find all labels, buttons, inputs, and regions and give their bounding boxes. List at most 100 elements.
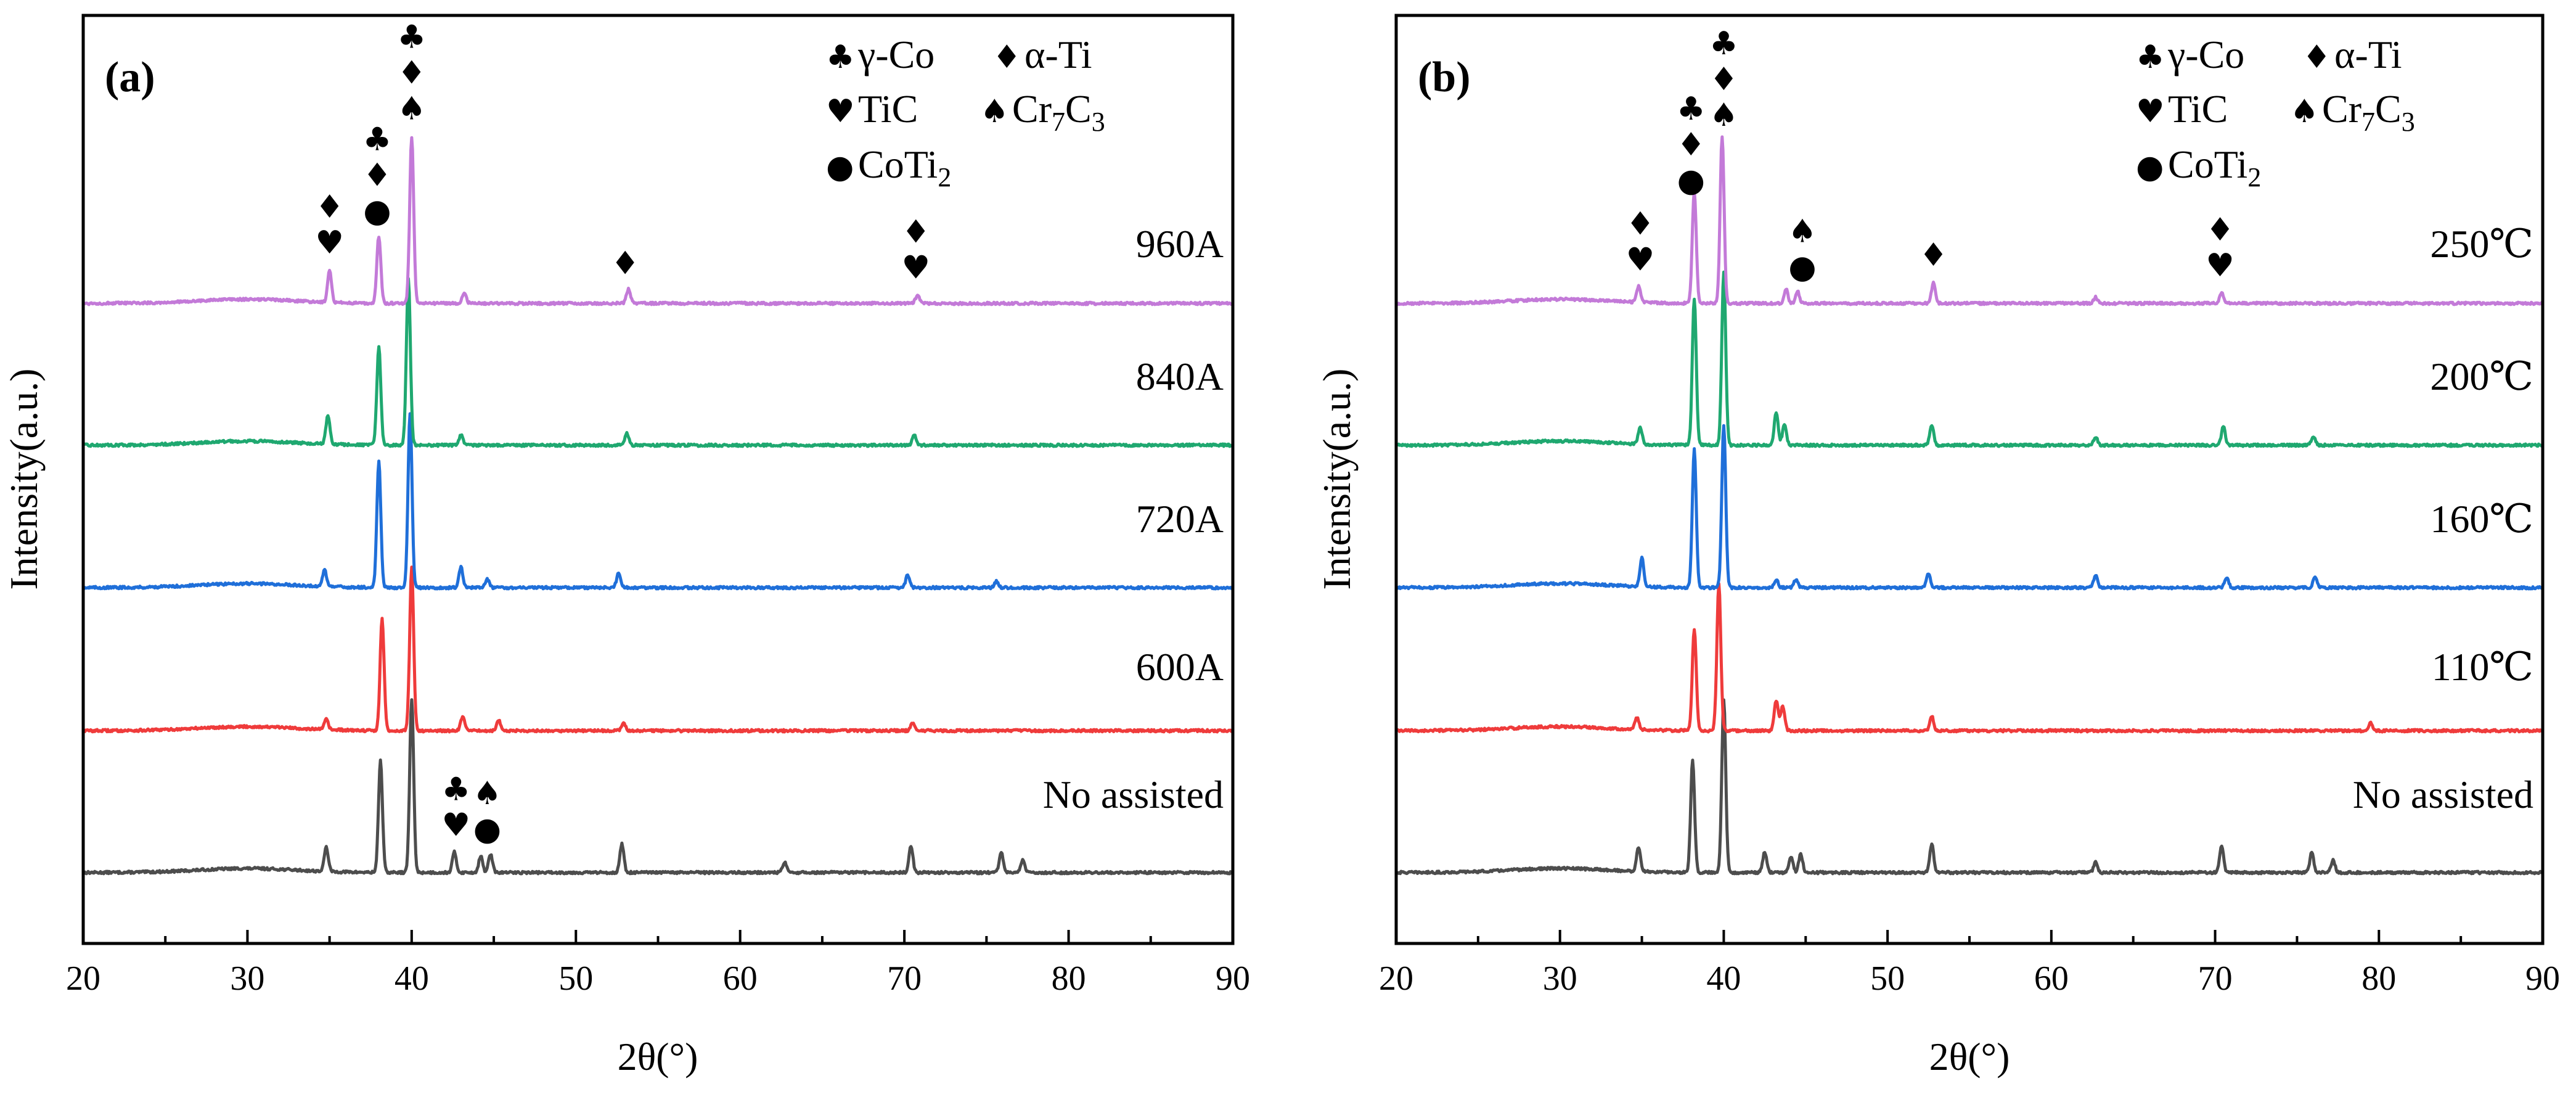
peak-marker: ♣ [441,771,470,808]
peak-marker: ♦ [1626,206,1655,243]
panel-b-traces: No assisted 110℃ 160℃ 200℃ 250℃ [1394,135,2545,876]
panel-b-label: (b) [1418,54,1471,101]
x-tick-label: 70 [887,959,922,998]
xrd-trace [1394,698,2544,876]
peak-marker: ♦ [1919,237,1948,274]
x-tick-label: 80 [1052,959,1086,998]
panel-a-traces: No assisted 600A 720A 840A 960A [81,136,1235,876]
peak-marker: ♣ [1709,25,1738,62]
peak-marker: ♦ [1709,61,1738,98]
peak-marker: ♦ [398,54,427,91]
legend-gamma-co-symbol: ♣ [2136,39,2165,76]
x-tick-label: 30 [1543,959,1577,998]
xrd-trace [82,136,1234,306]
series-label: 110℃ [2432,645,2533,689]
xrd-trace [1395,270,2544,448]
series-label: No assisted [2353,773,2533,816]
panel-a-x-axis-title: 2θ(°) [618,1035,698,1079]
peak-marker: ♥ [2206,247,2235,284]
series-label: 600A [1136,645,1224,689]
x-tick-label: 30 [230,959,264,998]
peak-marker: ● [363,192,391,229]
legend-cr7c3-label: Cr7C3 [1012,87,1105,137]
x-tick-label: 50 [1870,959,1905,998]
panel-a-y-axis-title: Intensity(a.u.) [2,369,46,590]
series-label: 160℃ [2430,497,2533,541]
legend-tic-symbol: ♥ [826,93,855,130]
xrd-trace [82,565,1235,734]
xrd-trace [82,698,1235,876]
legend-cr7c3-symbol: ♠ [2290,93,2319,130]
xrd-trace [1395,135,2545,306]
peak-marker: ♣ [1677,91,1706,128]
legend-gamma-co-label: γ-Co [857,33,934,76]
legend-tic-symbol: ♥ [2136,93,2165,130]
panel-b-legend: ♣ γ-Co ♦ α-Ti ♥ TiC ♠ Cr7C3 ● CoTi2 [2136,33,2415,192]
panel-b-peak-annotations: ♥♦●♦♣ ♠♦♣●♠♦ ♥♦ [1626,25,2235,286]
peak-marker: ♦ [2206,212,2235,249]
panel-b-x-ticks: 20 30 40 50 60 70 80 90 [1379,930,2560,998]
x-tick-label: 90 [2525,959,2560,998]
peak-marker: ♣ [398,18,427,55]
legend-coti2-label: CoTi2 [858,142,951,192]
panel-a-legend: ♣ γ-Co ♦ α-Ti ♥ TiC ♠ Cr7C3 ● CoTi2 [826,33,1105,192]
x-tick-label: 70 [2198,959,2233,998]
xrd-trace [82,412,1235,591]
legend-cr7c3-symbol: ♠ [980,93,1009,130]
series-label: 200℃ [2430,355,2533,398]
peak-marker: ● [1788,249,1816,286]
xrd-trace [81,277,1235,448]
x-tick-label: 20 [1379,959,1413,998]
peak-marker: ♠ [1709,97,1738,134]
peak-marker: ♣ [363,121,392,158]
xrd-trace [1395,582,2544,734]
peak-marker: ♠ [1788,213,1817,250]
peak-marker: ♥ [901,249,930,286]
series-label: 960A [1136,222,1224,266]
peak-marker: ♦ [901,213,930,250]
legend-coti2-symbol: ● [2136,149,2164,186]
panel-a-peak-annotations: ♥♣●♠♥♦ ●♦♣♠♦♣♦ ♥♦ [315,18,930,847]
xrd-trace [1395,424,2544,591]
legend-alpha-ti-symbol: ♦ [992,39,1021,76]
x-tick-label: 50 [558,959,593,998]
x-tick-label: 60 [723,959,758,998]
x-tick-label: 40 [1706,959,1741,998]
panel-b-x-axis-title: 2θ(°) [1929,1035,2010,1079]
legend-alpha-ti-label: α-Ti [2334,33,2402,76]
legend-alpha-ti-label: α-Ti [1024,33,1092,76]
x-tick-label: 60 [2034,959,2069,998]
peak-marker: ♥ [441,807,470,844]
legend-tic-label: TiC [858,87,918,131]
legend-coti2-label: CoTi2 [2168,142,2261,192]
peak-marker: ● [473,811,501,848]
peak-marker: ♦ [611,245,640,282]
legend-cr7c3-label: Cr7C3 [2322,87,2415,137]
peak-marker: ♥ [1626,242,1655,279]
peak-marker: ● [1677,162,1705,199]
peak-marker: ♦ [315,189,344,226]
panel-a-x-ticks: 20 30 40 50 60 70 80 90 [66,930,1250,998]
series-label: 250℃ [2430,222,2533,266]
series-label: No assisted [1043,773,1224,816]
legend-gamma-co-symbol: ♣ [826,39,855,76]
x-tick-label: 20 [66,959,100,998]
panel-b-y-axis-title: Intensity(a.u.) [1315,369,1359,590]
series-label: 840A [1136,355,1224,398]
panel-a-label: (a) [105,54,155,101]
x-tick-label: 90 [1216,959,1250,998]
x-tick-label: 80 [2361,959,2396,998]
x-tick-label: 40 [395,959,429,998]
peak-marker: ♠ [473,775,502,812]
legend-tic-label: TiC [2168,87,2228,131]
peak-marker: ♠ [398,90,427,127]
peak-marker: ♦ [363,157,392,194]
legend-alpha-ti-symbol: ♦ [2302,39,2331,76]
peak-marker: ♥ [315,224,344,261]
legend-coti2-symbol: ● [826,149,854,186]
legend-gamma-co-label: γ-Co [2167,33,2244,76]
